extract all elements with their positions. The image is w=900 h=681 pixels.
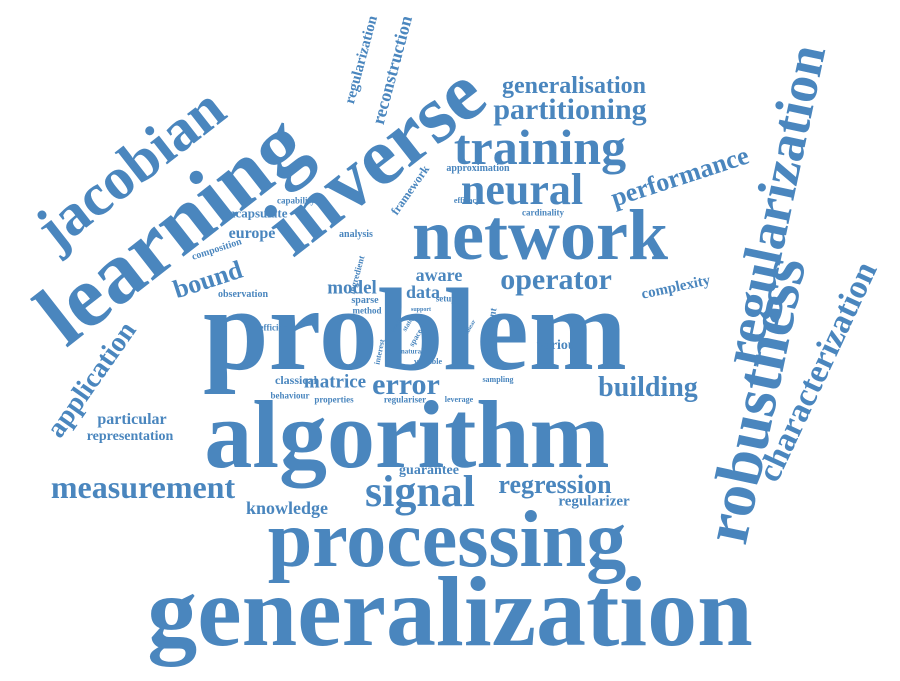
cloud-word: signal [364, 467, 476, 516]
cloud-word: efficient [259, 322, 291, 333]
cloud-word: regulariser [383, 394, 427, 405]
cloud-word: cardinality [522, 207, 564, 218]
cloud-word: model [327, 277, 377, 299]
cloud-word: various [536, 338, 582, 353]
cloud-word: variable [414, 357, 442, 366]
cloud-word: partitioning [493, 93, 647, 126]
cloud-word: capability [276, 195, 316, 206]
cloud-word: processing [267, 496, 627, 584]
cloud-word: approximation [446, 163, 510, 174]
cloud-word: properties [314, 394, 354, 405]
cloud-word: natural [400, 347, 424, 356]
cloud-word: regularizer [558, 493, 630, 510]
cloud-word: error [372, 368, 440, 401]
cloud-word: regression [498, 470, 612, 499]
cloud-word: classical [275, 373, 317, 387]
cloud-word: generalisation [502, 73, 646, 99]
cloud-word: particular [97, 411, 167, 428]
cloud-word: generalization [147, 556, 753, 667]
cloud-word: complexity [640, 272, 712, 303]
cloud-word: sampling [482, 375, 514, 384]
cloud-word: guarantee [399, 463, 459, 478]
cloud-word: setup [435, 293, 457, 304]
cloud-word: neural [460, 165, 584, 214]
cloud-word: efficacy [453, 196, 481, 205]
cloud-word: support [410, 307, 432, 313]
cloud-word: sparse [351, 295, 379, 306]
cloud-word: matrice [303, 371, 367, 393]
cloud-word: regularization [710, 39, 838, 371]
cloud-word: performance [607, 140, 753, 213]
cloud-word: aware [415, 265, 463, 285]
cloud-word: behaviour [270, 390, 310, 401]
cloud-word: algorithm [204, 381, 610, 488]
cloud-word: operator [500, 263, 612, 296]
cloud-word: encapsulate [222, 205, 288, 221]
cloud-word: problem [203, 264, 627, 395]
cloud-word: representation [86, 429, 174, 444]
cloud-word: data [405, 282, 441, 302]
cloud-word: network [412, 195, 668, 275]
cloud-word: method [352, 305, 382, 316]
cloud-word: building [598, 372, 698, 403]
cloud-word: knowledge [245, 498, 329, 518]
cloud-word: offer [410, 314, 428, 323]
cloud-word: observation [218, 289, 268, 300]
cloud-word: training [453, 119, 627, 175]
cloud-word: analysis [339, 229, 373, 240]
cloud-word: leverage [444, 395, 474, 404]
cloud-word: europe [228, 225, 276, 242]
cloud-word: measurement [50, 469, 236, 505]
